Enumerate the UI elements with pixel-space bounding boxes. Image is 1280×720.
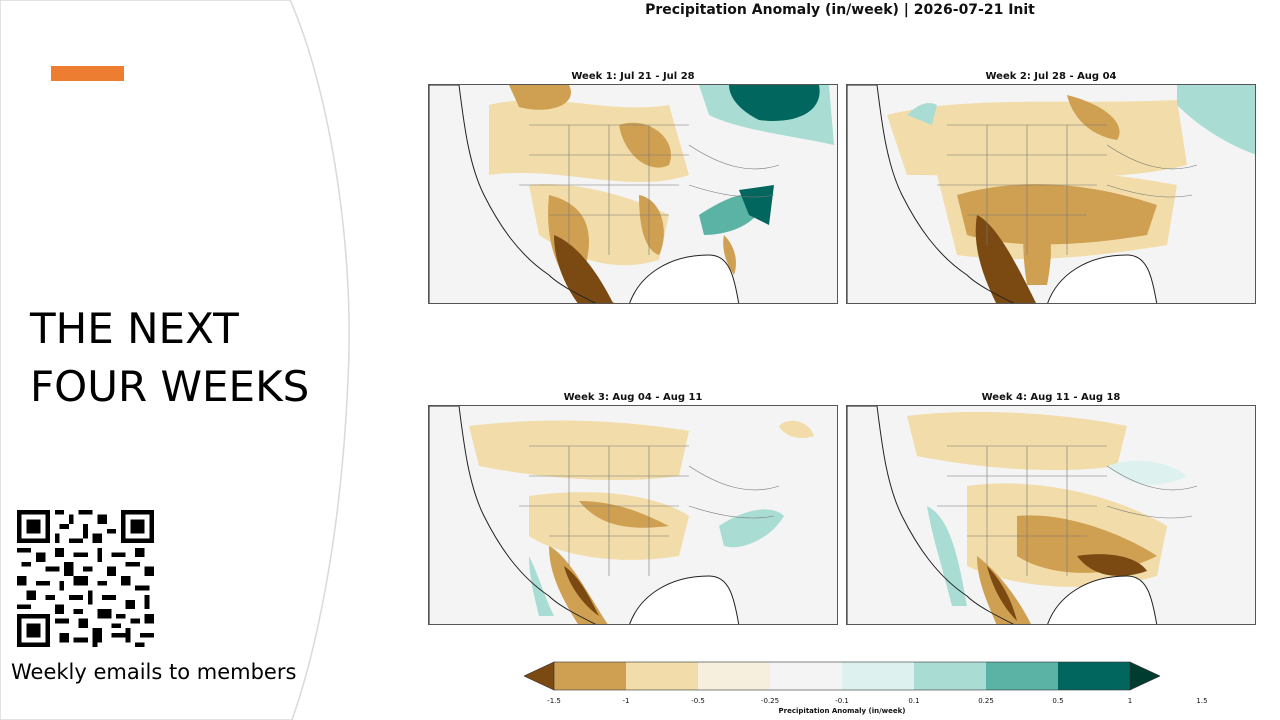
anomaly-map — [846, 405, 1256, 625]
colorbar-tick-label: -1 — [622, 697, 630, 705]
anomaly-map — [428, 84, 838, 304]
panel-week3: Week 3: Aug 04 - Aug 11 — [428, 391, 838, 625]
colorbar-svg — [523, 661, 1161, 691]
colorbar-tick-label: 0.1 — [908, 697, 920, 705]
colorbar-bin — [986, 662, 1058, 690]
anomaly-map — [428, 405, 838, 625]
colorbar-tick-label: -0.5 — [691, 697, 705, 705]
panel-week2: Week 2: Jul 28 - Aug 04 — [846, 70, 1256, 304]
panel-week4: Week 4: Aug 11 - Aug 18 — [846, 391, 1256, 625]
colorbar-extend-high — [1129, 661, 1161, 691]
colorbar: -1.5 -1 -0.5 -0.25 -0.1 0.1 0.25 0.5 1 1.5 Precip… — [523, 660, 1208, 720]
panel-week1: Week 1: Jul 21 - Jul 28 — [428, 70, 838, 304]
colorbar-bin — [842, 662, 914, 690]
caption: Weekly emails to members — [11, 660, 297, 684]
accent-bar — [51, 66, 124, 81]
colorbar-outline — [553, 661, 1131, 691]
colorbar-bin — [1058, 662, 1130, 690]
colorbar-bin — [770, 662, 842, 690]
figure-title: Precipitation Anomaly (in/week) | 2026-0… — [645, 2, 1035, 18]
colorbar-bin — [554, 662, 626, 690]
colorbar-tick-label: -0.1 — [835, 697, 849, 705]
colorbar-tick-label: 0.5 — [1052, 697, 1064, 705]
panel-title: Week 4: Aug 11 - Aug 18 — [981, 392, 1121, 403]
slide-title-line1: THE NEXT — [30, 304, 239, 353]
panel-title: Week 1: Jul 21 - Jul 28 — [571, 71, 695, 82]
slide-title-line2: FOUR WEEKS — [30, 362, 310, 411]
qr-code-icon[interactable] — [17, 510, 154, 647]
left-panel: THE NEXT FOUR WEEKS — [0, 0, 360, 720]
colorbar-tick-label: -0.25 — [760, 697, 780, 705]
colorbar-tick-label: 1.5 — [1196, 697, 1208, 705]
panel-title: Week 3: Aug 04 - Aug 11 — [563, 392, 703, 403]
colorbar-label: Precipitation Anomaly (in/week) — [778, 707, 906, 715]
slide-title: THE NEXT FOUR WEEKS — [30, 300, 350, 416]
colorbar-bin — [626, 662, 698, 690]
colorbar-tick-label: -1.5 — [547, 697, 561, 705]
colorbar-bin — [914, 662, 986, 690]
colorbar-extend-low — [523, 661, 555, 691]
anomaly-map — [846, 84, 1256, 304]
colorbar-tick-label: 0.25 — [978, 697, 994, 705]
panel-title: Week 2: Jul 28 - Aug 04 — [985, 71, 1117, 82]
colorbar-tick-label: 1 — [1127, 697, 1133, 705]
colorbar-bin — [698, 662, 770, 690]
